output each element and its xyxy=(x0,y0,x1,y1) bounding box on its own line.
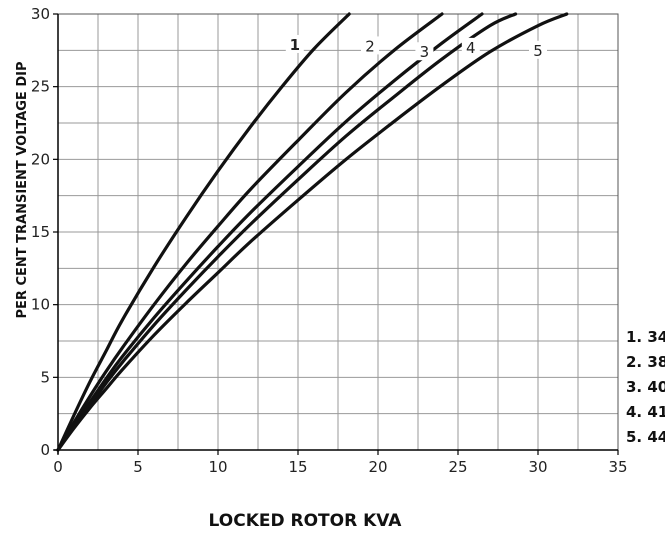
series-line-1 xyxy=(56,12,351,452)
y-tick-label: 0 xyxy=(40,441,50,459)
x-tick-label: 30 xyxy=(528,458,547,476)
series-line-2 xyxy=(56,12,444,452)
curve-label-background xyxy=(529,40,547,59)
x-tick-label: 5 xyxy=(133,458,143,476)
curve-label-2: 2 xyxy=(365,37,375,55)
curve-label-background xyxy=(461,37,480,56)
y-tick-label: 10 xyxy=(31,296,50,314)
x-tick-label: 15 xyxy=(288,458,307,476)
grid xyxy=(54,13,619,454)
curve-label-1: 1 xyxy=(290,36,300,54)
x-tick-label: 25 xyxy=(448,458,467,476)
y-tick-label: 15 xyxy=(31,223,50,241)
curves xyxy=(56,12,569,452)
legend-entry: 4. 41 xyxy=(626,403,665,421)
legend-entry: 2. 38 xyxy=(626,353,665,371)
x-tick-label: 0 xyxy=(53,458,63,476)
series-line-4 xyxy=(56,12,518,452)
y-axis-label: PER CENT TRANSIENT VOLTAGE DIP xyxy=(15,62,30,319)
y-tick-label: 25 xyxy=(31,78,50,96)
legend-entry: 5. 44 xyxy=(626,428,665,446)
curve-label-background xyxy=(415,42,434,61)
x-tick-label: 10 xyxy=(208,458,227,476)
y-tick-label: 30 xyxy=(31,5,50,23)
series-line-3 xyxy=(56,12,484,452)
curve-label-5: 5 xyxy=(533,42,543,60)
series-line-5 xyxy=(56,12,569,452)
curve-label-3: 3 xyxy=(420,43,430,61)
x-tick-label: 35 xyxy=(608,458,627,476)
legend-entry: 1. 34 xyxy=(626,328,665,346)
legend: 1. 34 2. 38 3. 40 4. 41 5. 44 xyxy=(626,328,665,446)
curve-label-background xyxy=(285,34,304,53)
curve-labels: 1 2 3 4 5 xyxy=(285,34,547,61)
curve-label-background xyxy=(361,36,379,55)
curve-label-4: 4 xyxy=(466,39,476,57)
y-tick-label: 5 xyxy=(40,368,50,386)
legend-entry: 3. 40 xyxy=(626,378,665,396)
x-axis-label: LOCKED ROTOR KVA xyxy=(209,511,403,531)
y-tick-label: 20 xyxy=(31,150,50,168)
x-tick-label: 20 xyxy=(368,458,387,476)
